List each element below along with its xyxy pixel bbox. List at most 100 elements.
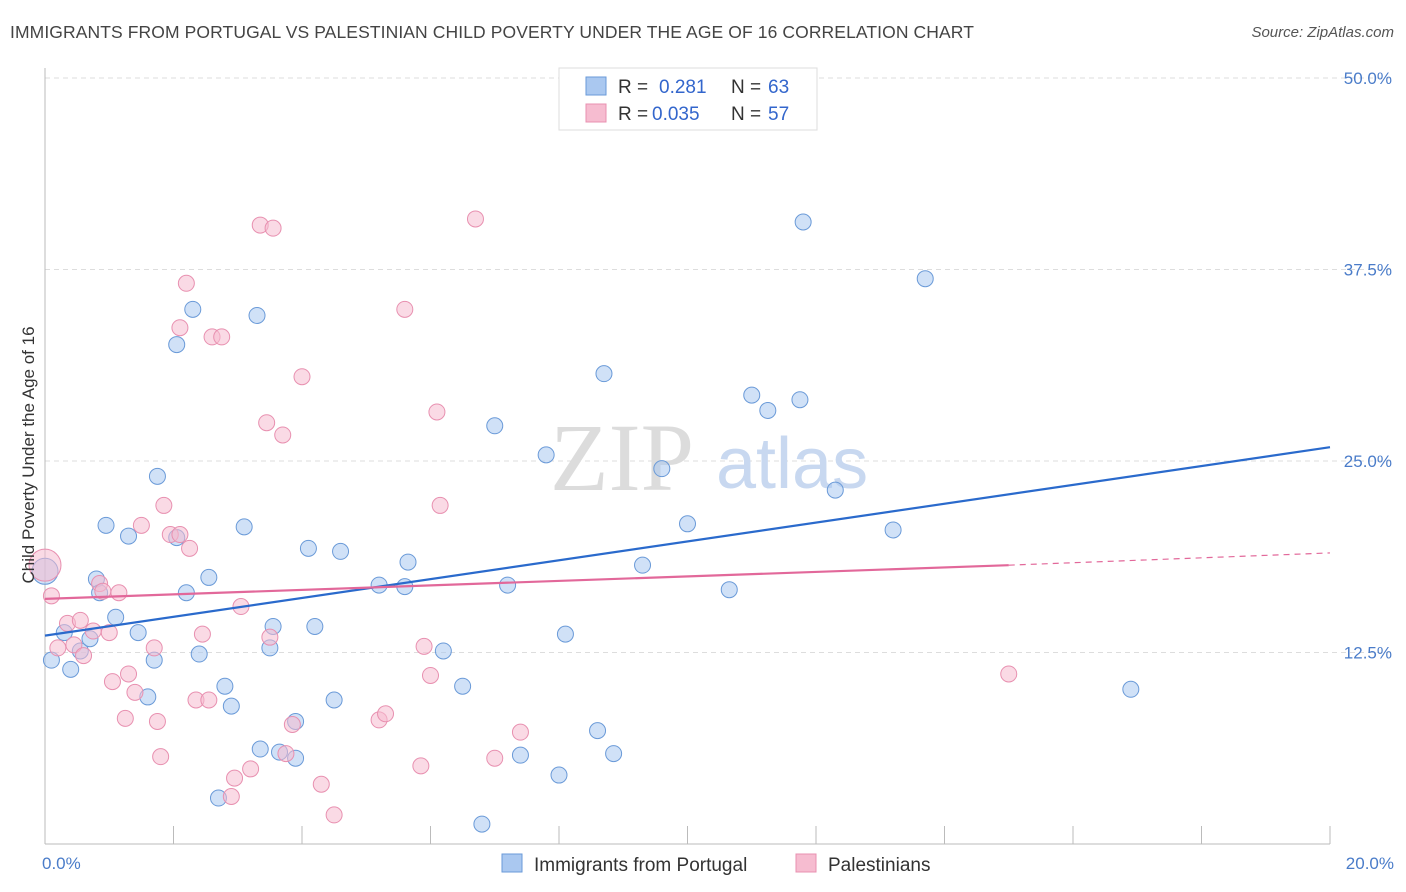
trend-line-palestinians-extension [1008, 552, 1331, 566]
portugal-point-51 [679, 515, 696, 533]
portugal-point-45 [556, 625, 574, 643]
bottom-legend: Immigrants from Portugal Palestinians [501, 853, 930, 876]
bottom-legend-label-portugal: Immigrants from Portugal [534, 855, 747, 876]
trend-lines [44, 446, 1331, 637]
x-tick-label-min: 0.0% [42, 854, 81, 873]
palestinians-point-49 [415, 637, 433, 655]
trend-line-palestinians [44, 564, 1009, 600]
grid-lines [45, 77, 1394, 653]
y-tick-label-2: 37.5% [1344, 261, 1392, 280]
portugal-point-30 [299, 539, 317, 557]
palestinians-point-39 [274, 426, 292, 444]
portugal-point-42 [511, 746, 529, 764]
palestinians-point-2 [49, 639, 67, 657]
y-tick-labels: 12.5% 25.0% 37.5% 50.0% [1344, 69, 1392, 663]
bottom-legend-label-palestinians: Palestinians [828, 855, 930, 876]
palestinians-point-11 [103, 673, 121, 691]
y-tick-label-3: 50.0% [1344, 69, 1392, 88]
x-tick-label-max: 20.0% [1346, 854, 1394, 873]
palestinians-point-25 [181, 539, 199, 557]
portugal-point-25 [251, 740, 269, 758]
palestinians-point-20 [155, 496, 173, 514]
palestinians-point-28 [200, 691, 218, 709]
legend-r-value-2: 0.035 [652, 104, 700, 125]
portugal-point-53 [743, 386, 761, 404]
palestinians-point-30 [213, 328, 231, 346]
trend-line-portugal [44, 446, 1331, 637]
bottom-legend-swatch-blue [501, 853, 523, 873]
series-portugal-points [31, 213, 1140, 833]
portugal-point-33 [332, 542, 350, 560]
palestinians-point-6 [75, 647, 93, 665]
palestinians-point-22 [171, 526, 189, 544]
palestinians-point-27 [193, 625, 211, 643]
palestinians-point-42 [293, 368, 311, 386]
palestinians-point-17 [145, 639, 163, 657]
portugal-point-50 [653, 460, 671, 478]
portugal-point-52 [720, 581, 738, 599]
portugal-point-38 [454, 677, 472, 695]
portugal-point-56 [794, 213, 812, 231]
portugal-point-18 [184, 300, 202, 318]
palestinians-point-37 [261, 628, 279, 646]
x-axis-ticks [173, 826, 1331, 844]
portugal-point-41 [499, 576, 517, 594]
palestinians-point-14 [120, 665, 138, 683]
palestinians-point-24 [177, 274, 195, 292]
palestinians-point-34 [242, 760, 260, 778]
portugal-point-55 [791, 391, 809, 409]
portugal-point-44 [550, 766, 568, 784]
portugal-point-59 [916, 270, 934, 288]
y-tick-label-0: 12.5% [1344, 644, 1392, 663]
y-tick-label-1: 25.0% [1344, 452, 1392, 471]
palestinians-point-55 [1000, 665, 1018, 683]
palestinians-point-13 [116, 709, 134, 727]
palestinians-point-53 [466, 210, 484, 228]
portugal-point-43 [537, 446, 555, 464]
portugal-point-36 [399, 553, 417, 571]
palestinians-point-12 [110, 584, 128, 602]
legend-n-value-2: 57 [768, 104, 789, 125]
palestinians-point-52 [431, 496, 449, 514]
portugal-point-16 [168, 336, 186, 354]
portugal-point-60 [1122, 680, 1140, 698]
portugal-point-9 [107, 608, 125, 626]
chart-title: IMMIGRANTS FROM PORTUGAL VS PALESTINIAN … [10, 22, 974, 42]
palestinians-point-1 [42, 587, 60, 605]
palestinians-point-32 [226, 769, 244, 787]
legend-r-value-1: 0.281 [659, 77, 707, 98]
portugal-point-39 [473, 815, 491, 833]
legend-swatch-blue [585, 76, 607, 96]
palestinians-point-15 [126, 683, 144, 701]
portugal-point-20 [200, 568, 218, 586]
legend-n-label-1: N = [731, 77, 761, 98]
palestinians-point-43 [312, 775, 330, 793]
portugal-point-48 [605, 745, 623, 763]
portugal-point-3 [62, 660, 80, 678]
legend-n-label-2: N = [731, 104, 761, 125]
palestinians-point-23 [171, 319, 189, 337]
portugal-point-47 [595, 365, 613, 383]
bottom-legend-swatch-pink [795, 853, 817, 873]
y-axis-label: Child Poverty Under the Age of 16 [19, 326, 38, 583]
palestinians-point-16 [132, 516, 150, 534]
series-palestinians-points [28, 210, 1018, 824]
portugal-point-46 [589, 722, 607, 740]
portugal-point-31 [306, 617, 324, 635]
palestinians-point-31 [222, 788, 240, 806]
legend-r-label-2: R = [618, 104, 648, 125]
portugal-point-10 [120, 527, 138, 545]
portugal-point-24 [248, 306, 266, 324]
palestinians-point-40 [277, 745, 295, 763]
palestinians-point-54 [486, 749, 504, 767]
palestinians-point-36 [258, 414, 276, 432]
portugal-point-11 [129, 624, 147, 642]
portugal-point-19 [190, 645, 208, 663]
legend-n-value-1: 63 [768, 77, 789, 98]
palestinians-point-46 [377, 705, 395, 723]
portugal-point-58 [884, 521, 902, 539]
palestinians-point-18 [148, 712, 166, 730]
portugal-point-21 [216, 677, 234, 695]
portugal-point-23 [235, 518, 253, 536]
